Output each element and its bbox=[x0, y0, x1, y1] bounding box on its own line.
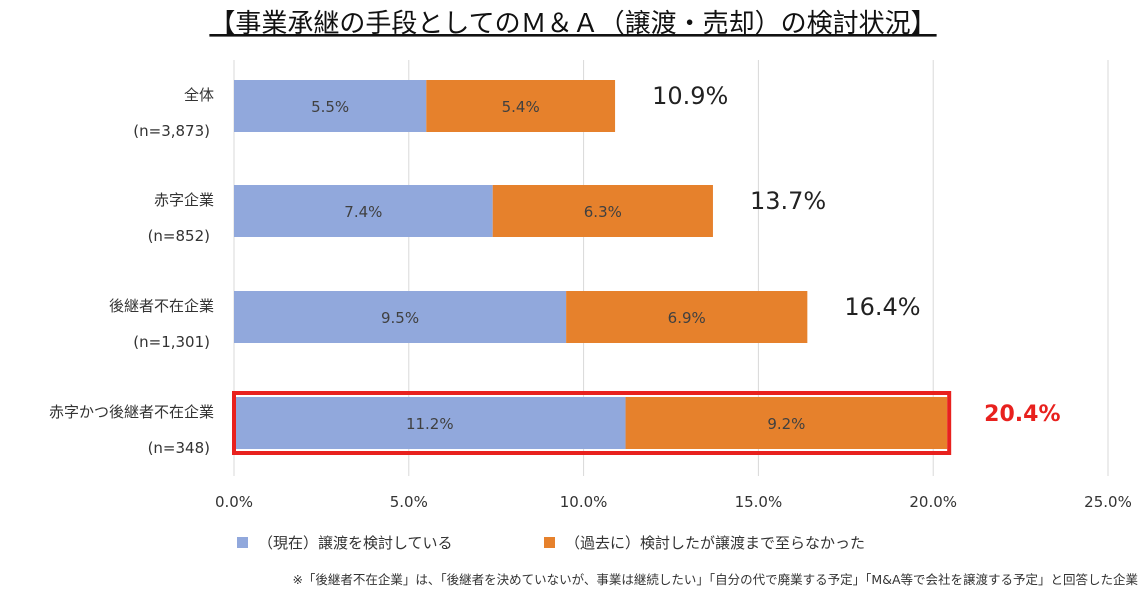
category-labels: 全体 (n=3,873) 赤字企業 (n=852) 後継者不在企業 (n=1,301) 赤字… bbox=[49, 86, 214, 457]
bar-value-label: 5.5% bbox=[311, 98, 349, 116]
bar-value-label: 11.2% bbox=[406, 415, 454, 433]
category-sample-label: (n=852) bbox=[148, 227, 210, 245]
legend-swatch bbox=[544, 537, 555, 548]
legend-swatch bbox=[237, 537, 248, 548]
x-tick-label: 0.0% bbox=[215, 493, 253, 511]
x-tick-label: 15.0% bbox=[735, 493, 783, 511]
bar-segment bbox=[234, 185, 493, 237]
category-label: 赤字かつ後継者不在企業 bbox=[49, 403, 214, 421]
bars bbox=[232, 80, 952, 455]
footnote: ※「後継者不在企業」は、「後継者を決めていないが、事業は継続したい」「自分の代で… bbox=[292, 572, 1138, 587]
x-tick-label: 5.0% bbox=[390, 493, 428, 511]
total-label: 16.4% bbox=[844, 293, 920, 321]
category-sample-label: (n=1,301) bbox=[133, 333, 210, 351]
bar-segment bbox=[234, 80, 427, 132]
legend: （現在）譲渡を検討している （過去に）検討したが譲渡まで至らなかった bbox=[237, 534, 865, 552]
legend-label: （過去に）検討したが譲渡まで至らなかった bbox=[565, 534, 865, 552]
category-sample-label: (n=348) bbox=[148, 439, 210, 457]
bar-value-label: 9.5% bbox=[381, 309, 419, 327]
bar-segment bbox=[492, 185, 713, 237]
bar-segment bbox=[625, 397, 948, 449]
bar-segment bbox=[426, 80, 616, 132]
highlight-frame bbox=[232, 391, 952, 455]
bar-value-label: 6.3% bbox=[584, 203, 622, 221]
category-sample-label: (n=3,873) bbox=[133, 122, 210, 140]
total-label: 20.4% bbox=[984, 402, 1060, 427]
legend-label: （現在）譲渡を検討している bbox=[258, 534, 453, 552]
category-label: 後継者不在企業 bbox=[109, 297, 214, 315]
bar-value-label: 9.2% bbox=[767, 415, 805, 433]
bar-segment bbox=[566, 291, 808, 343]
category-label: 全体 bbox=[184, 86, 214, 104]
category-label: 赤字企業 bbox=[154, 191, 214, 209]
total-label: 13.7% bbox=[750, 187, 826, 215]
data-labels: 5.5% 5.4% 10.9% 7.4% 6.3% 13.7% 9.5% 6.9% 16.4% 1… bbox=[311, 82, 1060, 433]
x-axis-ticks: 0.0% 5.0% 10.0% 15.0% 20.0% 25.0% bbox=[215, 493, 1132, 511]
bar-value-label: 7.4% bbox=[344, 203, 382, 221]
x-tick-label: 10.0% bbox=[560, 493, 608, 511]
bar-segment bbox=[234, 291, 567, 343]
total-label: 10.9% bbox=[652, 82, 728, 110]
bar-value-label: 5.4% bbox=[502, 98, 540, 116]
x-tick-label: 25.0% bbox=[1084, 493, 1132, 511]
chart-title: 【事業承継の手段としてのＭ＆Ａ（譲渡・売却）の検討状況】 bbox=[209, 9, 936, 39]
bar-value-label: 6.9% bbox=[668, 309, 706, 327]
x-tick-label: 20.0% bbox=[909, 493, 957, 511]
bar-segment bbox=[234, 397, 626, 449]
